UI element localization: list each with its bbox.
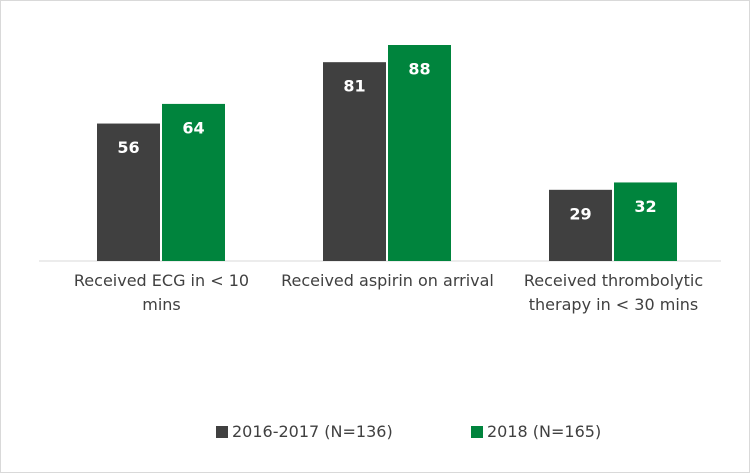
bar (323, 62, 386, 261)
data-label: 56 (117, 138, 139, 157)
data-label: 29 (569, 204, 591, 223)
legend-label: 2016-2017 (N=136) (232, 422, 393, 441)
data-label: 88 (408, 60, 430, 79)
legend-item: 2018 (N=165) (471, 422, 601, 441)
bar (97, 123, 160, 261)
legend-item: 2016-2017 (N=136) (216, 422, 393, 441)
bar (614, 182, 677, 261)
data-label: 81 (343, 77, 365, 96)
legend-swatch (471, 426, 483, 438)
bar (549, 189, 612, 261)
x-tick-label: Received ECG in < 10 mins (73, 271, 250, 314)
legend-swatch (216, 426, 228, 438)
data-label: 64 (182, 118, 204, 137)
bar (162, 103, 225, 261)
x-tick-label: Received aspirin on arrival (281, 271, 494, 290)
legend-label: 2018 (N=165) (487, 422, 602, 441)
bar (388, 45, 451, 261)
x-tick-label: Received thrombolytic therapy in < 30 mi… (523, 271, 704, 314)
data-label: 32 (634, 197, 656, 216)
